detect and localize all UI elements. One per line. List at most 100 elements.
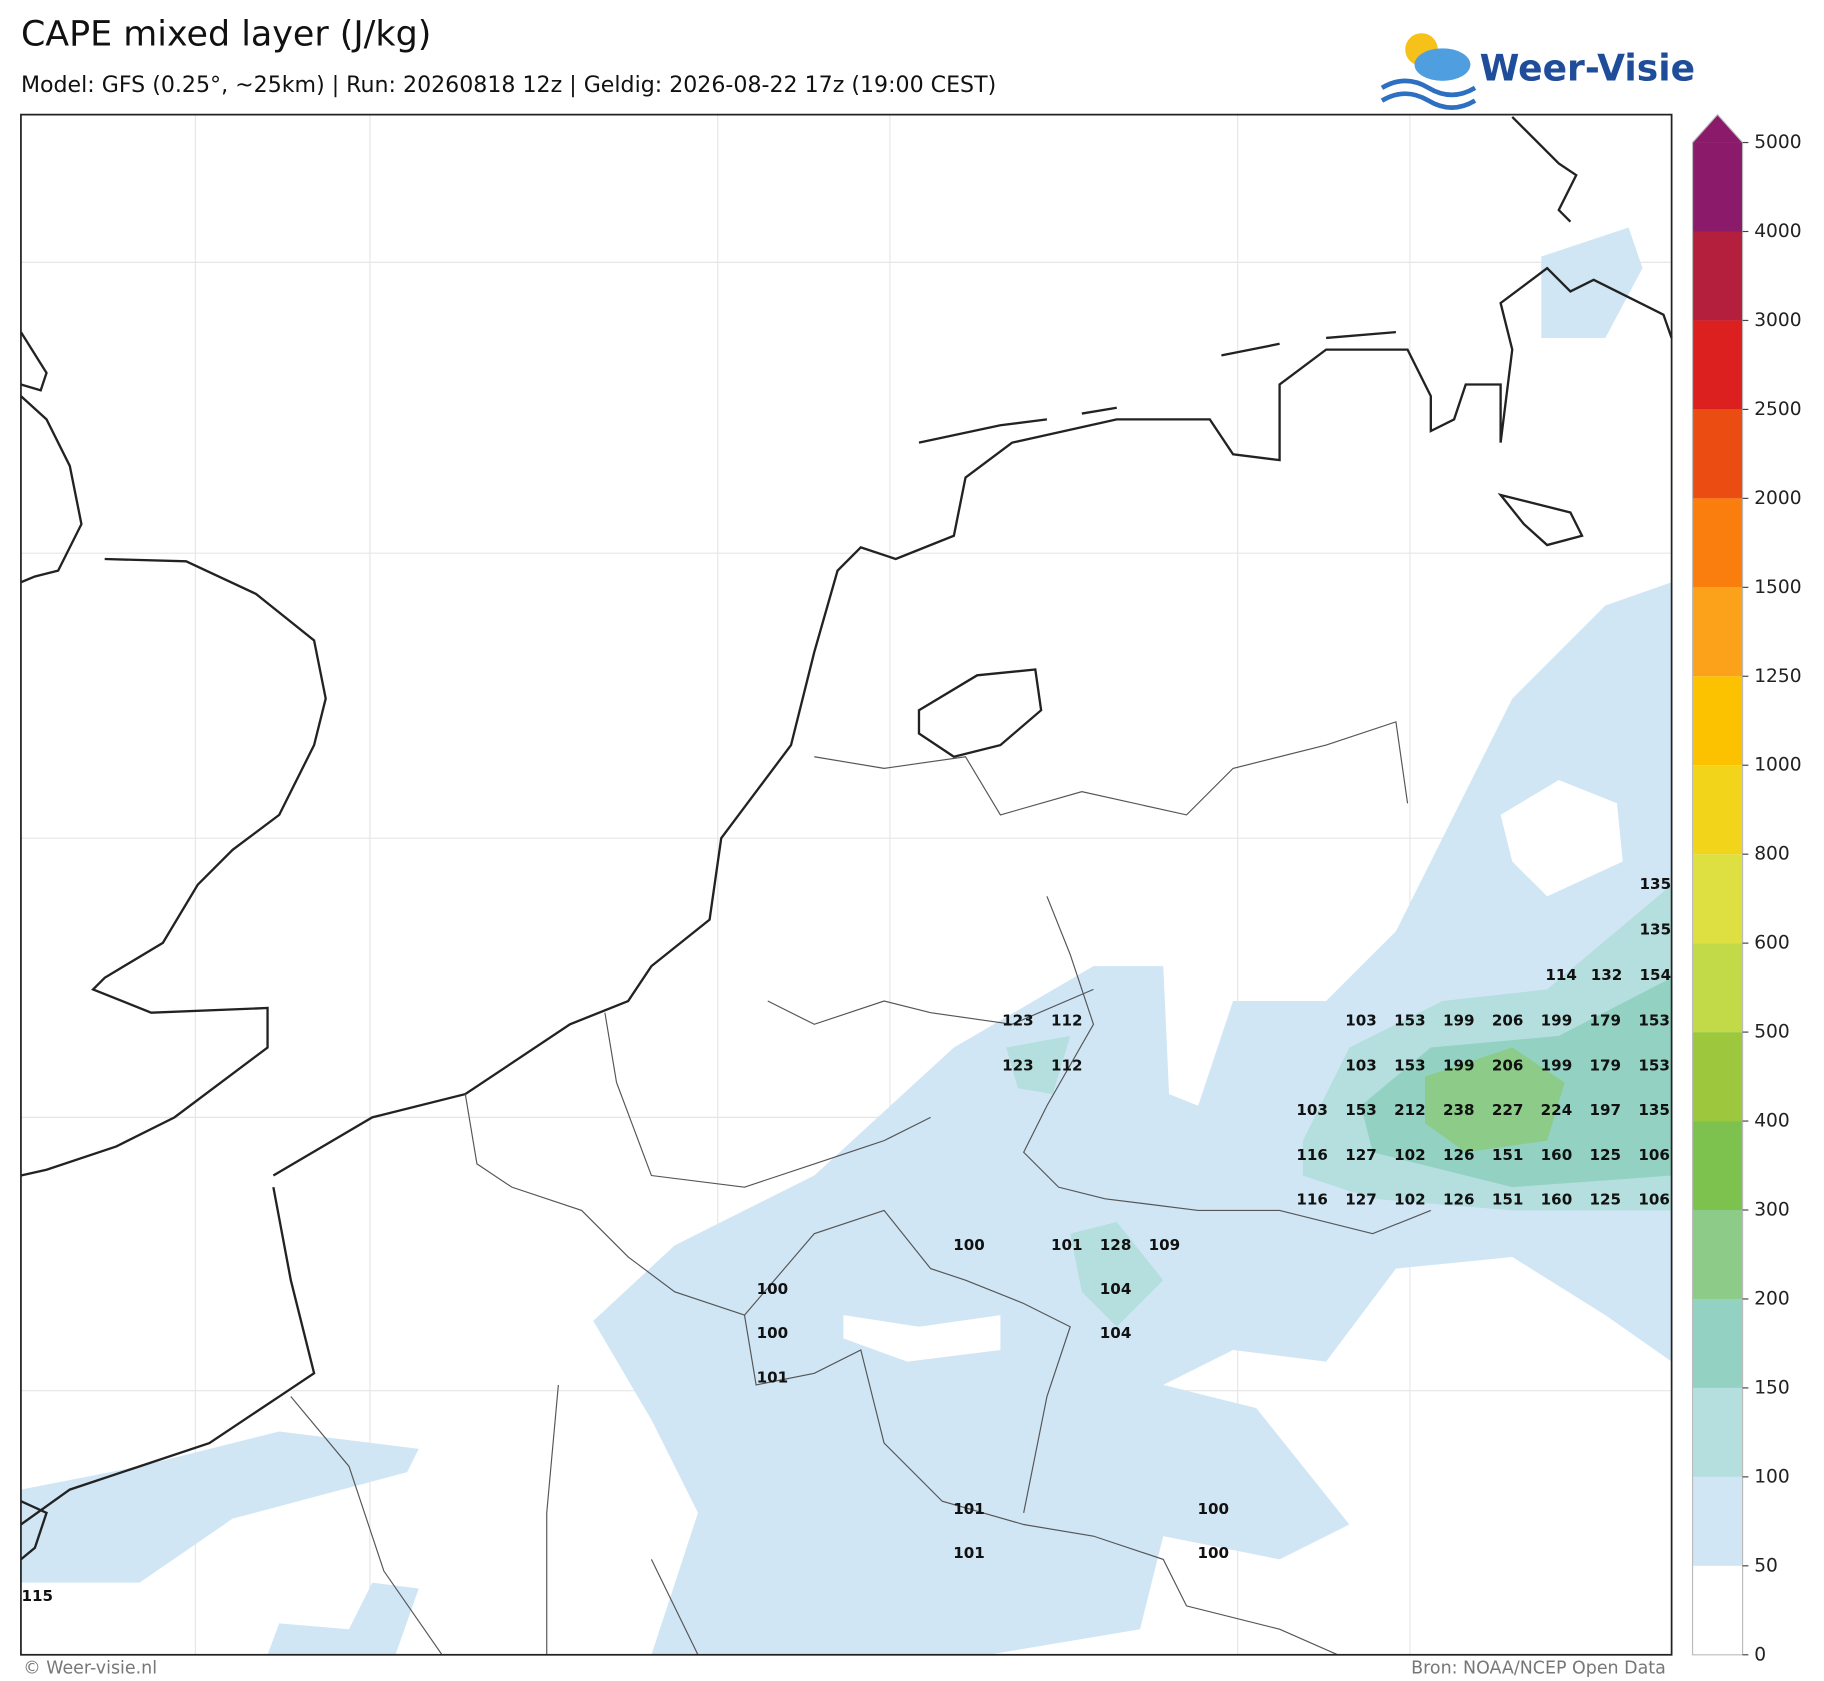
value-label: 103 — [1345, 1057, 1377, 1075]
colorbar-tick-label: 150 — [1754, 1377, 1790, 1398]
value-label: 106 — [1638, 1146, 1670, 1164]
value-label: 197 — [1590, 1101, 1622, 1119]
value-label: 126 — [1443, 1146, 1475, 1164]
value-label: 128 — [1100, 1236, 1132, 1254]
colorbar-band — [1692, 854, 1743, 944]
footer-right: Bron: NOAA/NCEP Open Data — [1411, 1659, 1666, 1679]
subtitle: Model: GFS (0.25°, ~25km) | Run: 2026081… — [21, 72, 996, 98]
value-label: 104 — [1100, 1324, 1132, 1342]
colorbar-tick-label: 4000 — [1754, 221, 1801, 242]
colorbar-band — [1692, 943, 1743, 1033]
footer-left: © Weer-visie.nl — [23, 1659, 157, 1679]
colorbar-tick-label: 50 — [1754, 1555, 1778, 1576]
colorbar-band — [1692, 498, 1743, 588]
value-label: 151 — [1492, 1190, 1524, 1208]
value-label: 238 — [1443, 1101, 1475, 1119]
value-label: 127 — [1345, 1146, 1377, 1164]
value-label: 160 — [1541, 1146, 1573, 1164]
value-label: 135 — [1640, 875, 1672, 893]
colorbar-tick-label: 300 — [1754, 1200, 1790, 1221]
value-label: 102 — [1394, 1146, 1426, 1164]
value-label: 160 — [1541, 1190, 1573, 1208]
colorbar-tick-label: 1250 — [1754, 666, 1801, 687]
value-label: 112 — [1051, 1011, 1083, 1029]
value-label: 135 — [1640, 921, 1672, 939]
value-label: 100 — [757, 1280, 789, 1298]
value-label: 153 — [1345, 1101, 1377, 1119]
colorbar-outline — [1691, 113, 1744, 1656]
colorbar-tick-label: 1500 — [1754, 577, 1801, 598]
colorbar-band — [1692, 409, 1743, 499]
value-label: 179 — [1590, 1057, 1622, 1075]
value-label: 116 — [1296, 1190, 1328, 1208]
value-label: 199 — [1443, 1011, 1475, 1029]
colorbar-band — [1692, 1298, 1743, 1388]
value-label: 153 — [1394, 1011, 1426, 1029]
coastlines — [19, 116, 1673, 1561]
logo: Weer-Visie — [1380, 33, 1695, 110]
value-labels: 135 135 114 132 154 123 112 103 153 199 206 199 179 1… — [21, 875, 1671, 1605]
colorbar-tick-label: 100 — [1754, 1466, 1790, 1487]
cape-fill — [20, 227, 1672, 1655]
value-label: 100 — [757, 1324, 789, 1342]
value-label: 199 — [1541, 1057, 1573, 1075]
value-label: 101 — [953, 1544, 985, 1562]
colorbar-tick-label: 5000 — [1754, 132, 1801, 153]
value-label: 104 — [1100, 1280, 1132, 1298]
value-label: 101 — [1051, 1236, 1083, 1254]
colorbar-band — [1692, 1032, 1743, 1122]
value-label: 153 — [1638, 1011, 1670, 1029]
colorbar-band — [1692, 1476, 1743, 1566]
colorbar-tick-label: 600 — [1754, 933, 1790, 954]
value-label: 132 — [1591, 966, 1623, 984]
value-label: 100 — [1198, 1544, 1230, 1562]
graticule — [20, 114, 1672, 1655]
value-label: 126 — [1443, 1190, 1475, 1208]
colorbar-band — [1692, 1121, 1743, 1211]
map: 135 135 114 132 154 123 112 103 153 199 206 199 179 1… — [19, 113, 1673, 1656]
colorbar-tick-label: 400 — [1754, 1111, 1790, 1132]
colorbar-tick-label: 0 — [1754, 1644, 1766, 1665]
value-label: 102 — [1394, 1190, 1426, 1208]
value-label: 199 — [1541, 1011, 1573, 1029]
value-label: 179 — [1590, 1011, 1622, 1029]
value-label: 153 — [1638, 1057, 1670, 1075]
colorbar-band — [1692, 1565, 1743, 1655]
colorbar-band — [1692, 1210, 1743, 1299]
value-label: 125 — [1590, 1146, 1622, 1164]
value-label: 227 — [1492, 1101, 1524, 1119]
value-label: 100 — [1198, 1500, 1230, 1518]
value-label: 101 — [953, 1500, 985, 1518]
value-label: 123 — [1002, 1011, 1034, 1029]
colorbar-extension — [1692, 114, 1743, 143]
value-label: 135 — [1638, 1101, 1670, 1119]
colorbar-tick-label: 1000 — [1754, 755, 1801, 776]
value-label: 206 — [1492, 1011, 1524, 1029]
value-label: 103 — [1296, 1101, 1328, 1119]
value-label: 154 — [1640, 966, 1672, 984]
value-label: 206 — [1492, 1057, 1524, 1075]
value-label: 212 — [1394, 1101, 1426, 1119]
borders — [290, 721, 1432, 1656]
value-label: 127 — [1345, 1190, 1377, 1208]
colorbar: 0 50 100 150 200 300 400 500 600 800 1000 1250 1500 2… — [1691, 113, 1802, 1665]
value-label: 101 — [757, 1368, 789, 1386]
colorbar-band — [1692, 676, 1743, 766]
value-label: 106 — [1638, 1190, 1670, 1208]
logo-text: Weer-Visie — [1480, 47, 1695, 89]
colorbar-tick-label: 3000 — [1754, 310, 1801, 331]
value-label: 115 — [21, 1587, 53, 1605]
colorbar-tick-label: 500 — [1754, 1022, 1790, 1043]
value-label: 199 — [1443, 1057, 1475, 1075]
value-label: 125 — [1590, 1190, 1622, 1208]
colorbar-tick-label: 200 — [1754, 1288, 1790, 1309]
value-label: 151 — [1492, 1146, 1524, 1164]
value-label: 116 — [1296, 1146, 1328, 1164]
colorbar-band — [1692, 1387, 1743, 1477]
value-label: 153 — [1394, 1057, 1426, 1075]
colorbar-band — [1692, 587, 1743, 677]
value-label: 103 — [1345, 1011, 1377, 1029]
value-label: 114 — [1545, 966, 1577, 984]
colorbar-band — [1692, 320, 1743, 410]
value-label: 123 — [1002, 1057, 1034, 1075]
